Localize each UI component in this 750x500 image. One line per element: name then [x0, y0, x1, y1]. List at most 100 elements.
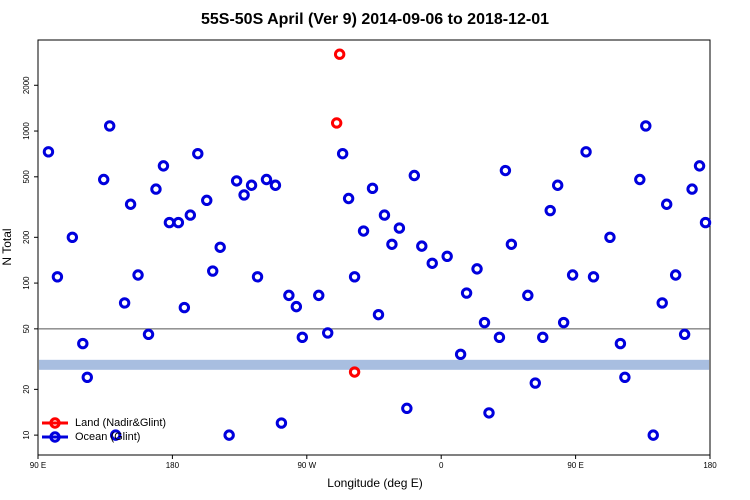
point — [342, 192, 355, 205]
band — [39, 359, 709, 370]
point — [163, 216, 176, 229]
y-tick-label: 50 — [22, 324, 31, 333]
point — [313, 289, 325, 302]
point — [441, 250, 453, 263]
point — [544, 204, 556, 217]
point — [416, 240, 428, 252]
x-axis-label: Longitude (deg E) — [327, 476, 422, 490]
point — [238, 189, 250, 201]
point — [124, 198, 137, 210]
point — [557, 316, 570, 329]
point — [150, 183, 162, 195]
point — [245, 179, 258, 191]
point — [693, 160, 706, 172]
point — [529, 377, 541, 389]
point — [192, 147, 204, 160]
point — [656, 297, 668, 309]
point — [98, 173, 110, 186]
point — [454, 348, 467, 361]
point — [580, 146, 592, 158]
point — [686, 183, 698, 195]
point — [522, 289, 534, 302]
point — [493, 331, 506, 343]
point — [333, 48, 346, 60]
x-tick-label: 180 — [703, 461, 717, 470]
point — [378, 209, 391, 221]
point — [132, 269, 144, 281]
point — [214, 241, 226, 253]
x-tick-label: 0 — [439, 461, 444, 470]
point — [386, 238, 398, 250]
y-tick-label: 500 — [22, 170, 31, 184]
point — [647, 429, 659, 441]
plot-frame — [37, 39, 711, 456]
point — [478, 316, 491, 329]
x-tick-label: 90 W — [297, 461, 316, 470]
point — [207, 265, 219, 277]
point — [336, 147, 349, 160]
point — [505, 238, 518, 250]
point — [678, 328, 691, 341]
x-tick-label: 180 — [166, 461, 180, 470]
point — [184, 209, 197, 221]
point — [172, 216, 185, 229]
y-tick-label: 200 — [22, 230, 31, 244]
point — [348, 271, 361, 283]
x-tick-label: 90 E — [567, 461, 583, 470]
point — [619, 371, 631, 384]
point — [566, 269, 579, 281]
legend-marker — [49, 417, 61, 429]
point — [118, 297, 131, 309]
point — [393, 222, 406, 234]
point — [587, 271, 600, 283]
point — [230, 175, 243, 187]
point — [614, 337, 627, 350]
point — [251, 271, 264, 283]
point — [408, 169, 421, 182]
point — [483, 407, 495, 419]
point — [460, 287, 473, 299]
point — [640, 120, 652, 132]
point — [330, 117, 343, 129]
point — [201, 194, 213, 207]
y-tick-label: 10 — [22, 430, 31, 439]
point — [109, 429, 122, 441]
point — [426, 257, 438, 269]
y-tick-label: 20 — [22, 384, 31, 393]
y-tick-label: 2000 — [22, 76, 31, 94]
chart-title: 55S-50S April (Ver 9) 2014-09-06 to 2018… — [201, 11, 549, 28]
point — [260, 173, 273, 186]
point — [157, 160, 170, 172]
point — [634, 173, 646, 186]
x-tick-label: 90 E — [30, 461, 46, 470]
point — [275, 417, 288, 429]
point — [401, 402, 413, 415]
point — [178, 301, 191, 314]
point — [669, 269, 682, 281]
point — [269, 179, 282, 191]
legend-label: Ocean (Glint) — [75, 431, 140, 443]
legend-label: Land (Nadir&Glint) — [75, 417, 166, 429]
point — [290, 300, 303, 313]
point — [142, 328, 155, 341]
y-tick-label: 100 — [22, 276, 31, 290]
legend-marker — [49, 431, 61, 443]
point — [103, 120, 116, 132]
point — [699, 216, 712, 229]
point — [322, 327, 334, 339]
point — [66, 231, 79, 244]
point — [348, 366, 361, 378]
point — [283, 289, 295, 302]
point — [471, 263, 483, 275]
point — [551, 179, 564, 191]
y-tick-label: 1000 — [22, 122, 31, 140]
y-axis-label: N Total — [0, 228, 14, 265]
point — [604, 231, 616, 244]
point — [223, 429, 235, 441]
point — [81, 371, 93, 384]
point — [660, 198, 673, 210]
point — [51, 271, 64, 283]
point — [372, 308, 385, 321]
point — [42, 146, 55, 158]
